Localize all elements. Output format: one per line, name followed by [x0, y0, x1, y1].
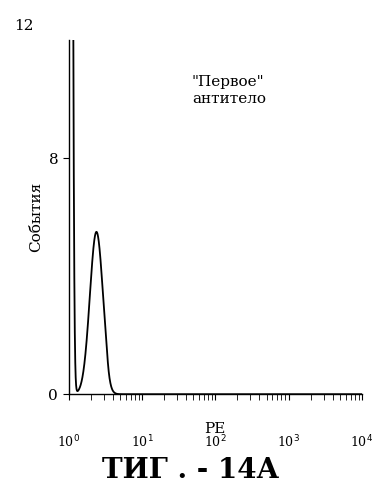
Text: ΤИГ . - 14А: ΤИГ . - 14А: [102, 457, 279, 484]
Text: 10$^0$: 10$^0$: [57, 434, 80, 451]
Text: 10$^1$: 10$^1$: [131, 434, 153, 451]
Y-axis label: События: События: [29, 182, 43, 252]
Text: 10$^2$: 10$^2$: [204, 434, 227, 451]
Text: "Первое"
антитело: "Первое" антитело: [192, 75, 266, 106]
X-axis label: PE: PE: [205, 422, 226, 436]
Text: 12: 12: [14, 19, 34, 33]
Text: 10$^4$: 10$^4$: [351, 434, 373, 451]
Text: 10$^3$: 10$^3$: [277, 434, 300, 451]
